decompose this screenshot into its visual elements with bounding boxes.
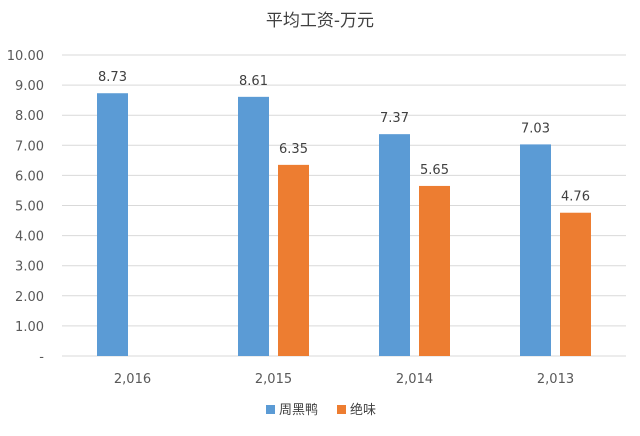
y-tick-label: 2.00 [15, 290, 44, 305]
data-label: 8.73 [98, 70, 127, 85]
legend-swatch [266, 405, 275, 414]
data-label: 6.35 [279, 142, 308, 157]
y-tick-label: 8.00 [15, 109, 44, 124]
bar [97, 93, 128, 357]
x-tick-label: 2,013 [537, 372, 574, 387]
data-label: 7.37 [380, 111, 409, 126]
data-label: 7.03 [521, 121, 550, 136]
bar [520, 144, 551, 356]
y-axis-ticks: - 1.00 2.00 3.00 4.00 5.00 6.00 7.00 8.00 9.00 10.… [7, 49, 45, 365]
y-tick-label: 3.00 [15, 260, 44, 275]
data-label: 5.65 [420, 163, 449, 178]
y-tick-label: - [39, 350, 44, 365]
y-tick-label: 6.00 [15, 169, 44, 184]
y-tick-label: 1.00 [15, 320, 44, 335]
legend: 周黑鸭 绝味 [266, 402, 376, 418]
legend-swatch [337, 405, 346, 414]
y-tick-label: 5.00 [15, 200, 44, 215]
y-tick-label: 10.00 [7, 49, 44, 64]
legend-label: 周黑鸭 [279, 403, 318, 418]
bars [97, 93, 591, 357]
bar [419, 185, 450, 356]
bar [238, 96, 269, 357]
gridlines [62, 54, 626, 357]
y-tick-label: 4.00 [15, 230, 44, 245]
x-tick-label: 2,016 [114, 372, 151, 387]
chart-title: 平均工资-万元 [266, 11, 374, 31]
data-label: 4.76 [561, 190, 590, 205]
x-axis-ticks: 2,016 2,015 2,014 2,013 [114, 372, 574, 387]
y-tick-label: 9.00 [15, 79, 44, 94]
bar [379, 134, 410, 356]
x-tick-label: 2,014 [396, 372, 433, 387]
y-tick-label: 7.00 [15, 139, 44, 154]
bar [560, 212, 591, 356]
bar [278, 164, 309, 356]
x-tick-label: 2,015 [255, 372, 292, 387]
data-label: 8.61 [239, 74, 268, 89]
data-labels: 8.73 8.61 6.35 7.37 5.65 7.03 4.76 [98, 70, 590, 204]
legend-label: 绝味 [350, 402, 376, 418]
